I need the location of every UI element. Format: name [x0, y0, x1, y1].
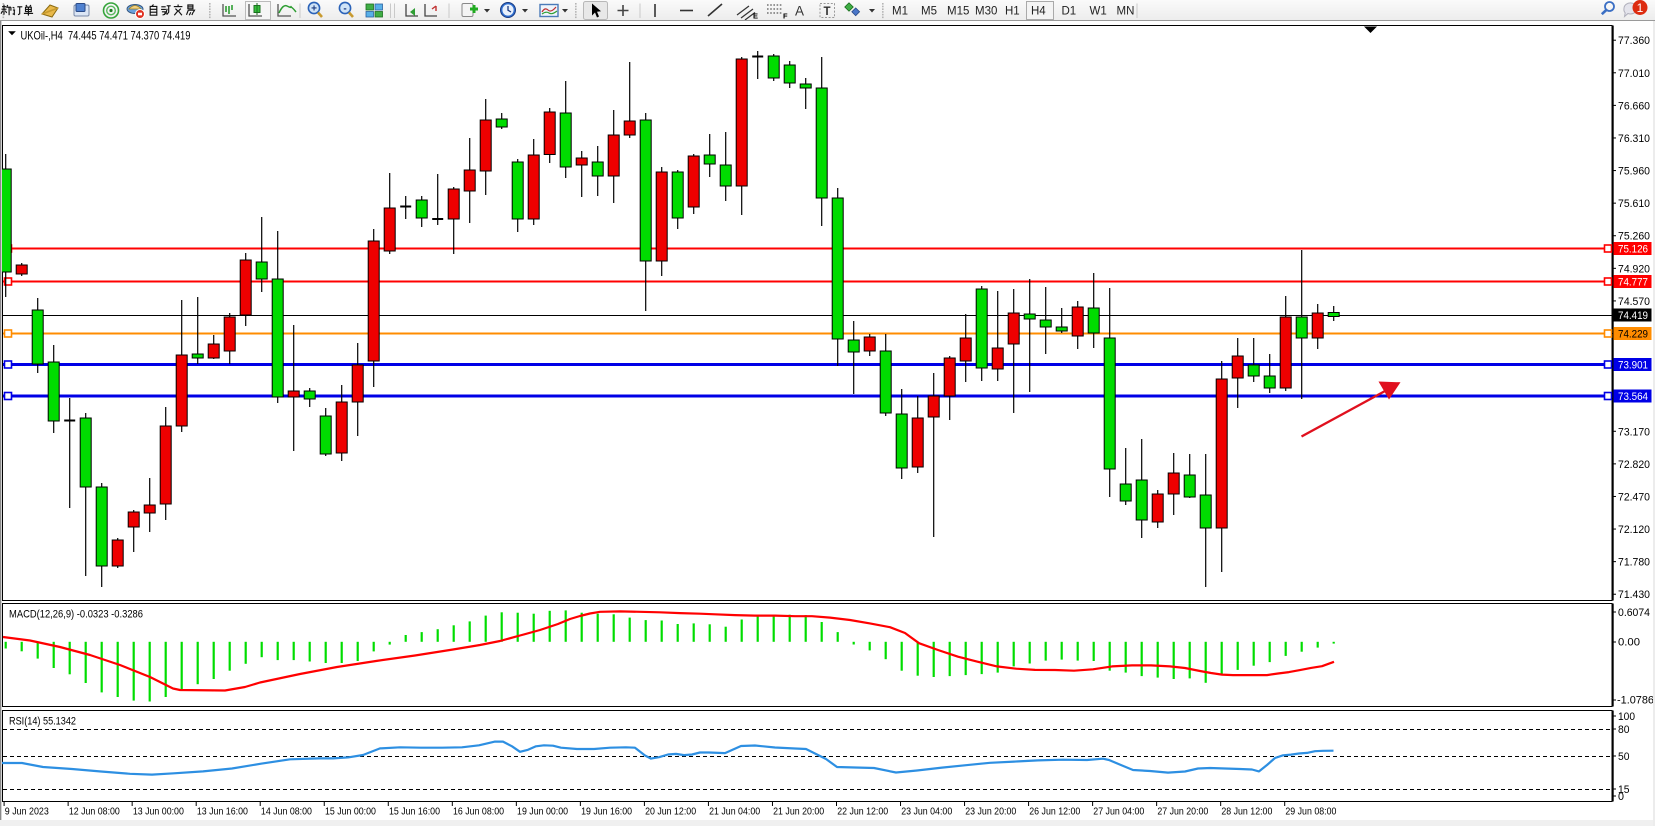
svg-text:14 Jun 08:00: 14 Jun 08:00	[261, 806, 312, 818]
svg-text:74.570: 74.570	[1618, 296, 1650, 308]
svg-text:74.777: 74.777	[1618, 277, 1648, 289]
svg-text:16 Jun 08:00: 16 Jun 08:00	[453, 806, 504, 818]
svg-text:26 Jun 12:00: 26 Jun 12:00	[1029, 806, 1080, 818]
svg-text:M1: M1	[892, 6, 908, 18]
svg-text:13 Jun 00:00: 13 Jun 00:00	[133, 806, 184, 818]
svg-text:72.820: 72.820	[1618, 459, 1650, 471]
svg-text:77.010: 77.010	[1618, 68, 1650, 80]
svg-text:0.00: 0.00	[1618, 637, 1640, 649]
svg-text:29 Jun 08:00: 29 Jun 08:00	[1285, 806, 1336, 818]
svg-text:20 Jun 12:00: 20 Jun 12:00	[645, 806, 696, 818]
svg-text:73.564: 73.564	[1618, 391, 1648, 403]
svg-text:9 Jun 2023: 9 Jun 2023	[5, 806, 49, 818]
svg-text:21 Jun 20:00: 21 Jun 20:00	[773, 806, 824, 818]
svg-text:23 Jun 04:00: 23 Jun 04:00	[901, 806, 952, 818]
svg-text:13 Jun 16:00: 13 Jun 16:00	[197, 806, 248, 818]
svg-text:50: 50	[1618, 751, 1630, 763]
svg-text:27 Jun 04:00: 27 Jun 04:00	[1093, 806, 1144, 818]
svg-text:71.780: 71.780	[1618, 557, 1650, 569]
svg-text:MN: MN	[1117, 6, 1135, 18]
svg-text:72.470: 72.470	[1618, 491, 1650, 503]
svg-text:MACD(12,26,9) -0.0323 -0.3286: MACD(12,26,9) -0.0323 -0.3286	[9, 609, 143, 621]
svg-text:74.920: 74.920	[1618, 263, 1650, 275]
svg-text:15 Jun 00:00: 15 Jun 00:00	[325, 806, 376, 818]
svg-text:F: F	[783, 12, 788, 21]
svg-text:72.120: 72.120	[1618, 524, 1650, 536]
svg-text:75.610: 75.610	[1618, 198, 1650, 210]
svg-text:74.419: 74.419	[1618, 310, 1648, 322]
svg-text:D1: D1	[1062, 6, 1077, 18]
svg-text:M30: M30	[975, 6, 997, 18]
svg-text:E: E	[753, 12, 758, 21]
svg-text:71.430: 71.430	[1618, 589, 1650, 601]
svg-text:19 Jun 16:00: 19 Jun 16:00	[581, 806, 632, 818]
svg-text:-1.0786: -1.0786	[1617, 695, 1654, 707]
svg-text:UKOil-,H4 74.445 74.471 74.37: UKOil-,H4 74.445 74.471 74.370 74.419	[21, 29, 191, 43]
svg-text:100: 100	[1618, 711, 1635, 723]
svg-text:76.660: 76.660	[1618, 100, 1650, 112]
svg-text:RSI(14) 55.1342: RSI(14) 55.1342	[9, 716, 76, 728]
svg-text:A: A	[795, 4, 804, 19]
svg-text:75.126: 75.126	[1618, 244, 1648, 256]
svg-text:15 Jun 16:00: 15 Jun 16:00	[389, 806, 440, 818]
svg-text:75.960: 75.960	[1618, 166, 1650, 178]
svg-text:0: 0	[1618, 791, 1624, 803]
svg-text:74.229: 74.229	[1618, 329, 1648, 341]
svg-text:75.260: 75.260	[1618, 231, 1650, 243]
svg-text:W1: W1	[1090, 6, 1107, 18]
svg-text:73.901: 73.901	[1618, 360, 1648, 372]
svg-text:22 Jun 12:00: 22 Jun 12:00	[837, 806, 888, 818]
svg-text:76.310: 76.310	[1618, 133, 1650, 145]
svg-text:15: 15	[1618, 784, 1630, 796]
svg-text:12 Jun 08:00: 12 Jun 08:00	[69, 806, 120, 818]
svg-text:80: 80	[1618, 724, 1630, 736]
svg-text:0.6074: 0.6074	[1618, 607, 1650, 619]
svg-text:M15: M15	[947, 6, 969, 18]
svg-text:28 Jun 12:00: 28 Jun 12:00	[1221, 806, 1272, 818]
svg-text:23 Jun 20:00: 23 Jun 20:00	[965, 806, 1016, 818]
svg-text:73.170: 73.170	[1618, 426, 1650, 438]
svg-text:H1: H1	[1005, 6, 1020, 18]
svg-text:19 Jun 00:00: 19 Jun 00:00	[517, 806, 568, 818]
svg-text:M5: M5	[921, 6, 937, 18]
svg-text:27 Jun 20:00: 27 Jun 20:00	[1157, 806, 1208, 818]
svg-text:+: +	[311, 3, 317, 14]
svg-text:77.360: 77.360	[1618, 35, 1650, 47]
svg-text:1: 1	[1637, 1, 1644, 15]
svg-text:-: -	[343, 3, 346, 14]
svg-text:T: T	[824, 6, 831, 18]
svg-text:H4: H4	[1031, 6, 1046, 18]
svg-text:21 Jun 04:00: 21 Jun 04:00	[709, 806, 760, 818]
